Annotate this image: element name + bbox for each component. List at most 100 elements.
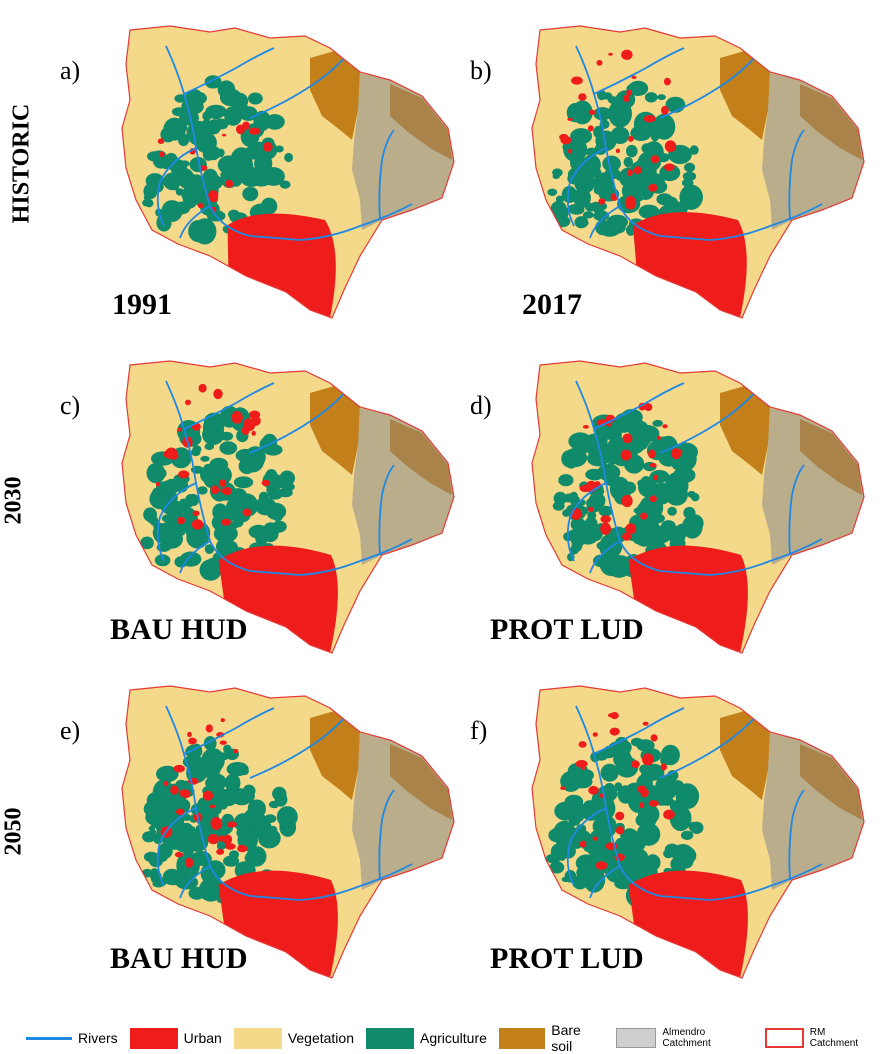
river-line-icon	[26, 1036, 72, 1040]
river-line	[359, 203, 413, 227]
legend-item-rivers: Rivers	[26, 1030, 118, 1046]
river-line	[575, 380, 771, 576]
catchment-map	[531, 360, 865, 654]
river-line	[788, 464, 805, 556]
river-line	[359, 863, 413, 887]
row-label-2030: 2030	[0, 476, 27, 525]
river-line	[179, 205, 211, 239]
river-line	[156, 482, 197, 562]
rm-catchment-outline	[121, 685, 455, 979]
river-line	[183, 47, 275, 95]
river-line	[566, 147, 607, 227]
panel-caption: PROT LUD	[490, 613, 644, 646]
river-line	[593, 47, 685, 95]
river-line	[575, 705, 771, 901]
river-line	[249, 55, 347, 119]
river-line	[249, 715, 347, 779]
map-legend: Rivers Urban Vegetation Agriculture Bare…	[26, 1022, 886, 1054]
legend-label: Rivers	[78, 1030, 118, 1046]
river-line	[156, 147, 197, 227]
panel-caption: BAU HUD	[110, 942, 248, 975]
river-line	[769, 538, 823, 562]
river-line	[575, 45, 771, 241]
river-line	[165, 380, 361, 576]
rm-catchment-outline	[121, 360, 455, 654]
river-line	[165, 705, 361, 901]
map-panel-b: b) 2017	[470, 20, 865, 350]
river-line	[769, 863, 823, 887]
catchment-map	[531, 25, 865, 319]
catchment-map	[531, 685, 865, 979]
river-line	[593, 707, 685, 755]
legend-label: RM Catchment	[809, 1027, 859, 1049]
river-line	[788, 789, 805, 881]
rm-catchment-outline	[121, 25, 455, 319]
legend-item-urban: Urban	[129, 1027, 222, 1049]
river-line	[378, 789, 395, 881]
panel-letter: e)	[60, 716, 81, 745]
agriculture-swatch-icon	[365, 1027, 414, 1049]
river-line	[183, 382, 275, 430]
map-panel-f: f) PROT LUD	[470, 680, 865, 1010]
map-panel-a: a) 1991	[60, 20, 455, 350]
catchment-map	[121, 685, 455, 979]
river-line	[659, 715, 757, 779]
rm-catchment-outline	[531, 685, 865, 979]
legend-item-rm-catchment: RM Catchment	[765, 1027, 874, 1049]
rm-catchment-outline	[531, 360, 865, 654]
river-line	[809, 875, 837, 895]
river-line	[566, 807, 607, 887]
panel-caption: BAU HUD	[110, 613, 248, 646]
river-line	[589, 865, 621, 899]
river-line	[399, 875, 427, 895]
panel-caption: PROT LUD	[490, 942, 644, 975]
catchment-map	[121, 25, 455, 319]
legend-item-bare-soil: Bare soil	[498, 1022, 604, 1054]
panel-letter: d)	[470, 391, 492, 420]
river-line	[566, 482, 607, 562]
rm-outline-icon	[765, 1028, 804, 1048]
river-line	[589, 205, 621, 239]
panel-caption: 2017	[522, 288, 582, 321]
river-line	[183, 707, 275, 755]
panel-letter: c)	[60, 391, 81, 420]
river-line	[378, 129, 395, 221]
map-panel-c: c) BAU HUD	[60, 355, 455, 685]
map-panel-e: e) BAU HUD	[60, 680, 455, 1010]
legend-label: Bare soil	[551, 1022, 581, 1054]
legend-label: Agriculture	[419, 1030, 487, 1046]
vegetation-swatch-icon	[233, 1027, 282, 1049]
river-line	[659, 55, 757, 119]
legend-item-agriculture: Agriculture	[365, 1027, 487, 1049]
river-line	[179, 540, 211, 574]
panel-letter: f)	[470, 716, 488, 745]
bare-soil-swatch-icon	[498, 1027, 546, 1049]
river-line	[769, 203, 823, 227]
river-line	[359, 538, 413, 562]
almendro-swatch-icon	[615, 1028, 657, 1048]
panel-letter: a)	[60, 56, 81, 85]
map-panel-d: d) PROT LUD	[470, 355, 865, 685]
river-line	[659, 390, 757, 454]
river-line	[399, 215, 427, 235]
legend-item-vegetation: Vegetation	[233, 1027, 354, 1049]
river-line	[788, 129, 805, 221]
river-line	[589, 540, 621, 574]
river-line	[378, 464, 395, 556]
river-line	[809, 550, 837, 570]
panel-caption: 1991	[112, 288, 172, 321]
row-label-2050: 2050	[0, 807, 27, 856]
legend-label: Vegetation	[287, 1030, 354, 1046]
legend-label: Almendro Catchment	[662, 1027, 711, 1049]
catchment-map	[121, 360, 455, 654]
river-line	[809, 215, 837, 235]
river-line	[249, 390, 347, 454]
river-line	[179, 865, 211, 899]
river-line	[156, 807, 197, 887]
row-label-historic: HISTORIC	[8, 103, 35, 224]
river-line	[165, 45, 361, 241]
legend-item-almendro-catchment: Almendro Catchment	[615, 1027, 753, 1049]
urban-swatch-icon	[129, 1027, 178, 1049]
panel-letter: b)	[470, 56, 492, 85]
rm-catchment-outline	[531, 25, 865, 319]
